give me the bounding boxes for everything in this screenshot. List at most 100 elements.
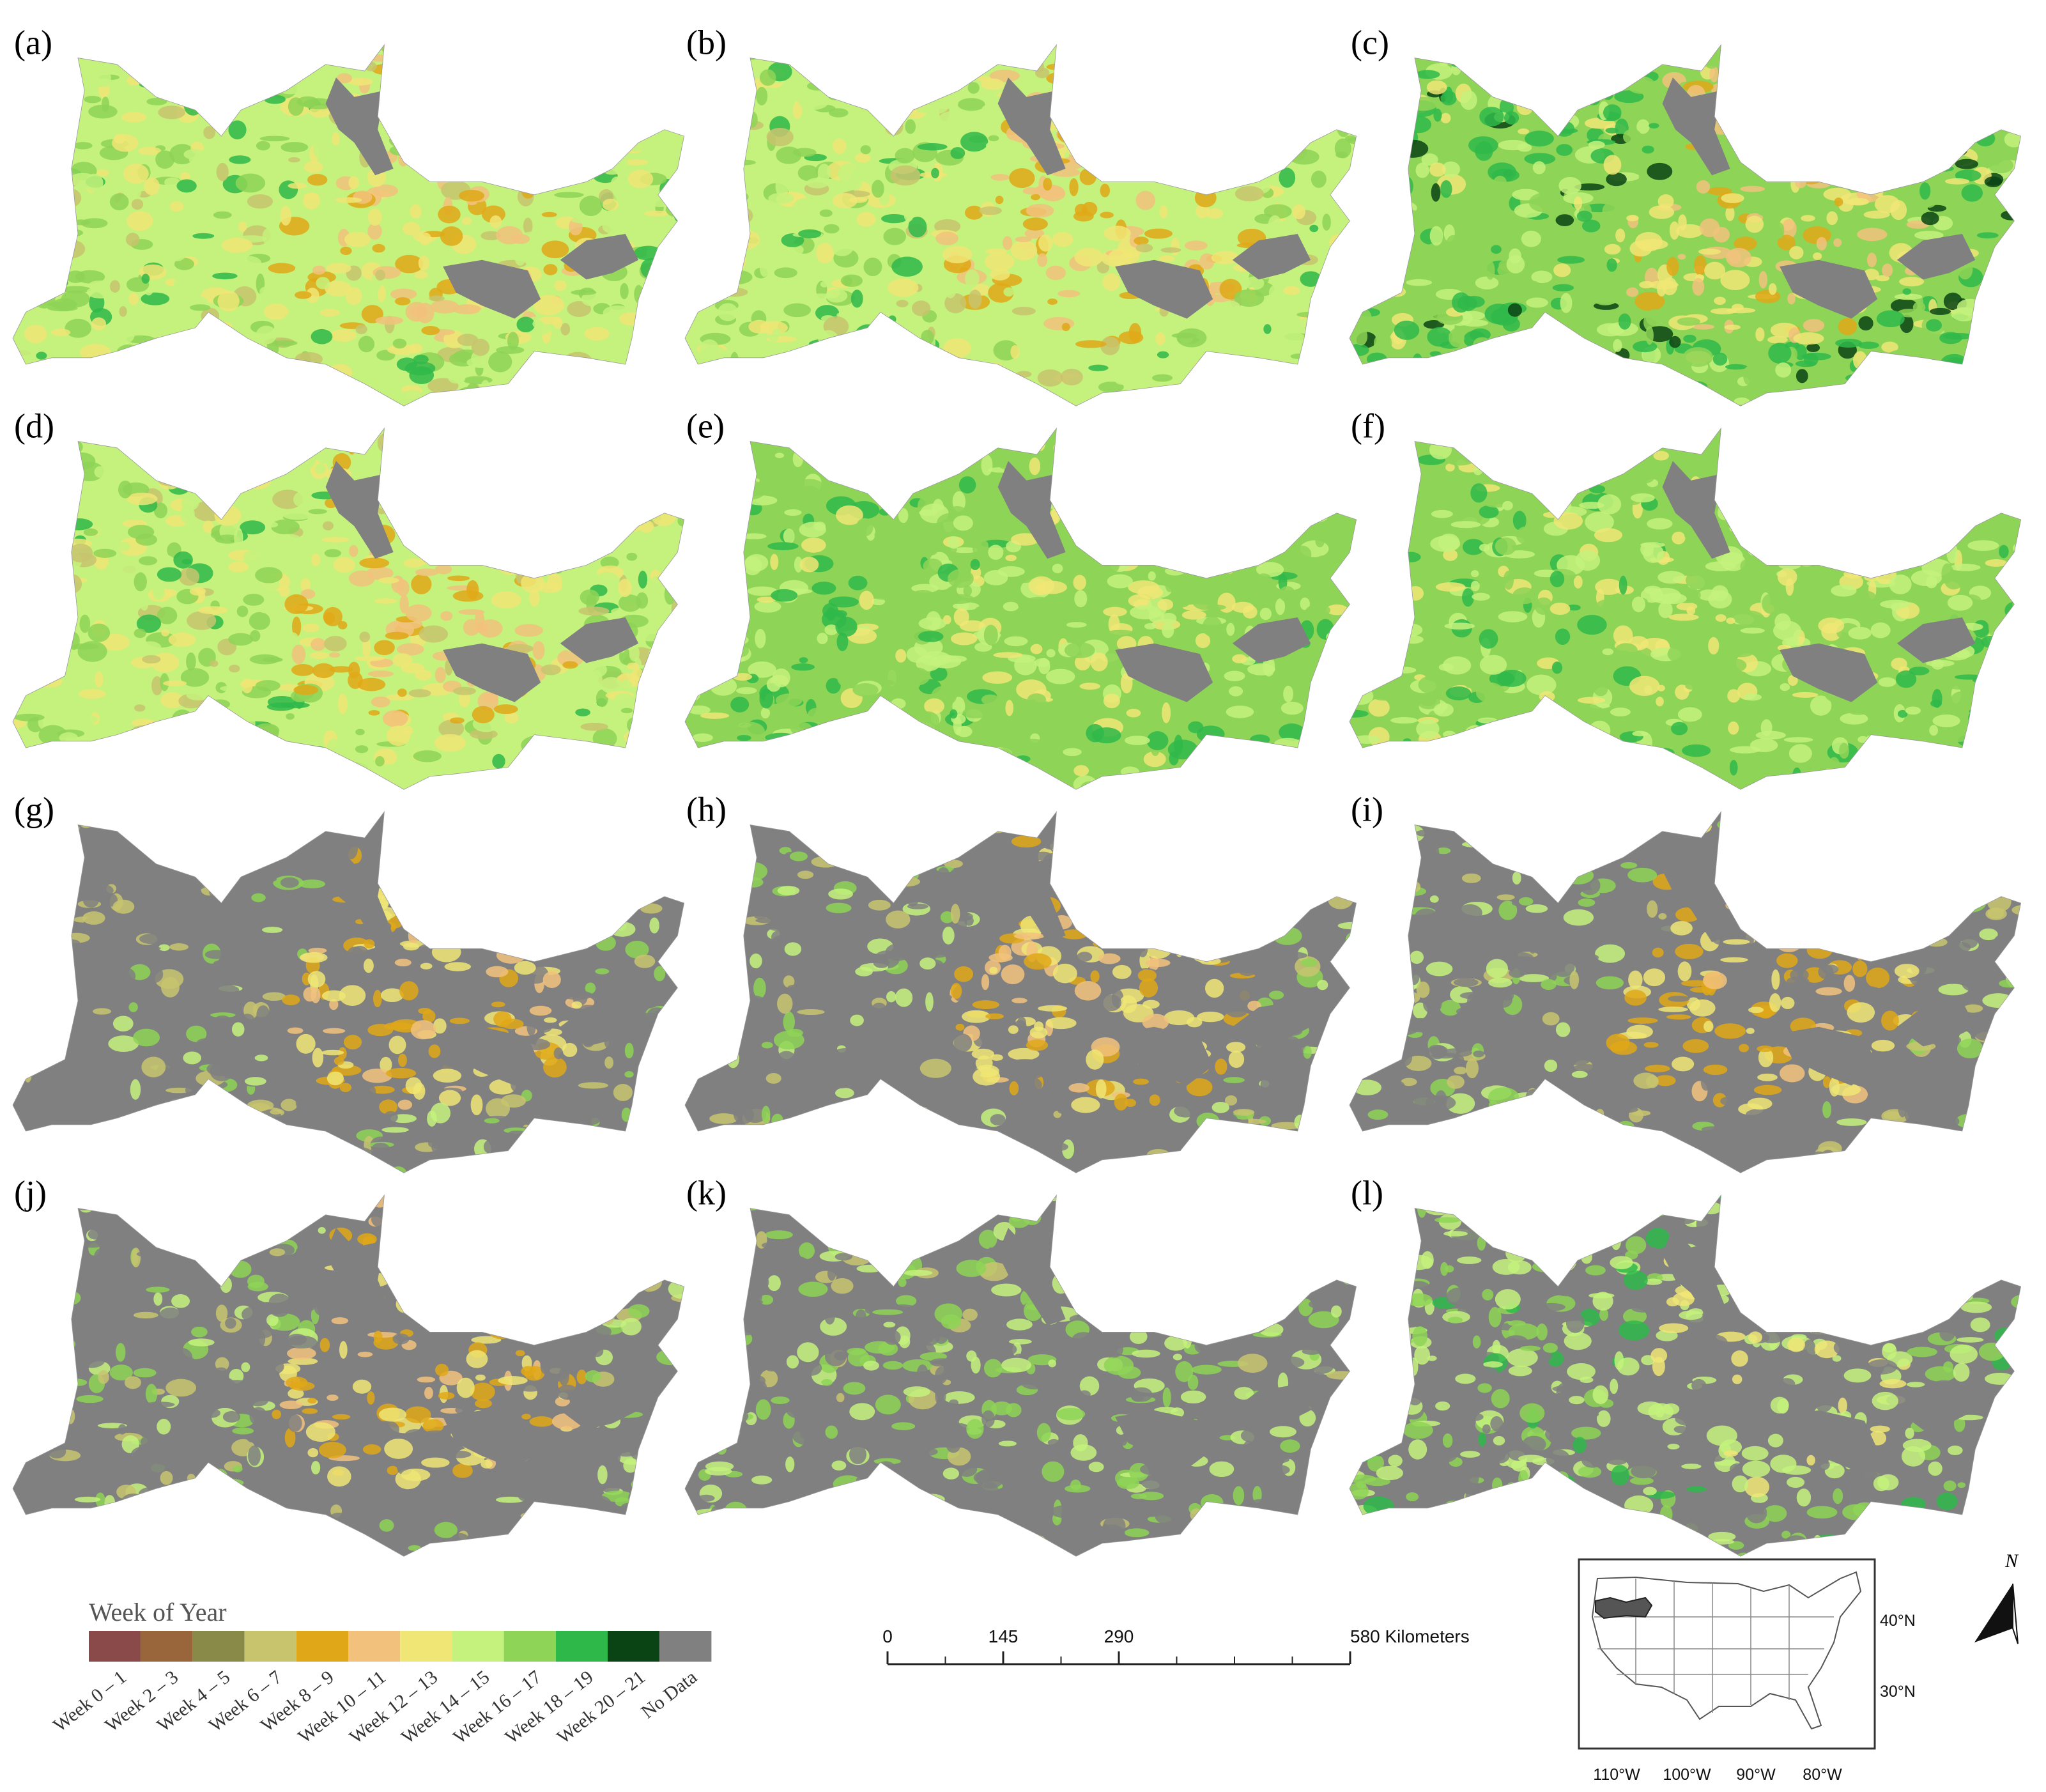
map-patch bbox=[1342, 575, 1357, 585]
map-patch bbox=[1995, 45, 2015, 48]
map-patch bbox=[1192, 454, 1220, 462]
map-patch bbox=[1121, 96, 1144, 104]
map-patch bbox=[1954, 674, 1984, 680]
map-patch bbox=[1271, 308, 1285, 323]
map-patch bbox=[283, 550, 296, 560]
map-patch bbox=[1684, 242, 1698, 258]
map-patch bbox=[391, 447, 409, 458]
map-patch bbox=[104, 45, 124, 49]
map-patch bbox=[617, 785, 649, 790]
map-patch bbox=[300, 578, 311, 592]
map-patch bbox=[1553, 512, 1583, 530]
map-patch bbox=[804, 50, 826, 72]
map-patch bbox=[1633, 701, 1644, 720]
map-patch bbox=[93, 812, 123, 821]
map-patch bbox=[131, 199, 144, 210]
map-patch bbox=[445, 472, 467, 483]
map-patch bbox=[200, 164, 211, 171]
map-patch bbox=[543, 770, 570, 787]
map-patch bbox=[210, 449, 224, 467]
map-patch bbox=[533, 870, 562, 886]
map-patch bbox=[278, 45, 291, 61]
map-patch bbox=[1735, 86, 1744, 108]
map-patch bbox=[336, 1169, 365, 1173]
map-patch bbox=[459, 150, 472, 171]
map-patch bbox=[1619, 575, 1627, 595]
map-patch bbox=[1236, 165, 1247, 178]
map-patch bbox=[1905, 544, 1919, 550]
map-patch bbox=[1072, 132, 1098, 147]
map-patch bbox=[481, 531, 493, 541]
map-patch bbox=[1183, 391, 1213, 398]
map-patch bbox=[895, 148, 915, 164]
map-patch bbox=[659, 428, 684, 433]
map-patch bbox=[134, 628, 146, 638]
map-patch bbox=[638, 743, 664, 762]
map-patch bbox=[1836, 130, 1863, 146]
map-patch bbox=[73, 115, 93, 127]
map-patch bbox=[1764, 134, 1779, 144]
map-patch bbox=[1855, 591, 1877, 606]
map-patch bbox=[1226, 622, 1235, 636]
map-patch bbox=[836, 371, 853, 390]
map-patch bbox=[1631, 596, 1646, 612]
map-patch bbox=[648, 534, 660, 543]
map-patch bbox=[1375, 588, 1402, 606]
map-patch bbox=[183, 772, 194, 789]
map-patch bbox=[1004, 770, 1029, 783]
map-patch bbox=[578, 135, 596, 141]
map-patch bbox=[164, 177, 180, 188]
map-patch bbox=[1534, 597, 1553, 615]
map-patch bbox=[727, 159, 756, 166]
map-patch bbox=[744, 750, 757, 757]
map-patch bbox=[1940, 353, 1968, 373]
map-patch bbox=[1663, 406, 1681, 426]
map-patch bbox=[409, 306, 428, 318]
map-patch bbox=[1155, 399, 1173, 406]
map-patch bbox=[1203, 615, 1222, 637]
map-patch bbox=[1015, 755, 1031, 763]
map-patch bbox=[528, 521, 548, 530]
map-patch bbox=[993, 652, 1023, 658]
map-patch bbox=[2015, 491, 2021, 502]
map-patch bbox=[403, 558, 424, 568]
map-patch bbox=[1994, 444, 2018, 451]
map-patch bbox=[1465, 725, 1488, 742]
map-patch bbox=[642, 428, 670, 434]
map-patch bbox=[854, 50, 874, 64]
map-patch bbox=[1073, 765, 1089, 776]
map-patch bbox=[535, 823, 564, 838]
map-patch bbox=[507, 332, 519, 350]
map-patch bbox=[1300, 45, 1310, 47]
map-patch bbox=[1905, 60, 1925, 79]
map-patch bbox=[807, 450, 821, 458]
map-patch bbox=[89, 235, 104, 241]
map-panel bbox=[1348, 44, 2022, 426]
map-patch bbox=[1957, 367, 1985, 380]
map-patch bbox=[139, 81, 169, 89]
map-patch bbox=[279, 631, 298, 641]
map-patch bbox=[441, 775, 464, 787]
map-patch bbox=[1189, 523, 1212, 532]
map-patch bbox=[1723, 658, 1747, 673]
map-patch bbox=[1516, 526, 1535, 545]
map-patch bbox=[192, 403, 219, 406]
map-patch bbox=[1206, 208, 1224, 219]
map-patch bbox=[598, 1145, 617, 1155]
map-patch bbox=[1544, 408, 1567, 421]
map-patch bbox=[1065, 45, 1095, 48]
map-patch bbox=[1144, 228, 1173, 239]
map-patch bbox=[554, 508, 567, 515]
map-patch bbox=[385, 694, 415, 701]
map-patch bbox=[139, 641, 162, 654]
map-patch bbox=[311, 328, 333, 344]
map-patch bbox=[1726, 645, 1755, 658]
map-patch bbox=[458, 172, 483, 179]
map-patch bbox=[206, 1133, 227, 1140]
map-patch bbox=[1184, 558, 1210, 572]
map-patch bbox=[688, 781, 698, 787]
map-patch bbox=[472, 850, 496, 862]
map-patch bbox=[1930, 84, 1959, 105]
map-patch bbox=[1784, 486, 1803, 503]
map-patch bbox=[528, 373, 537, 383]
